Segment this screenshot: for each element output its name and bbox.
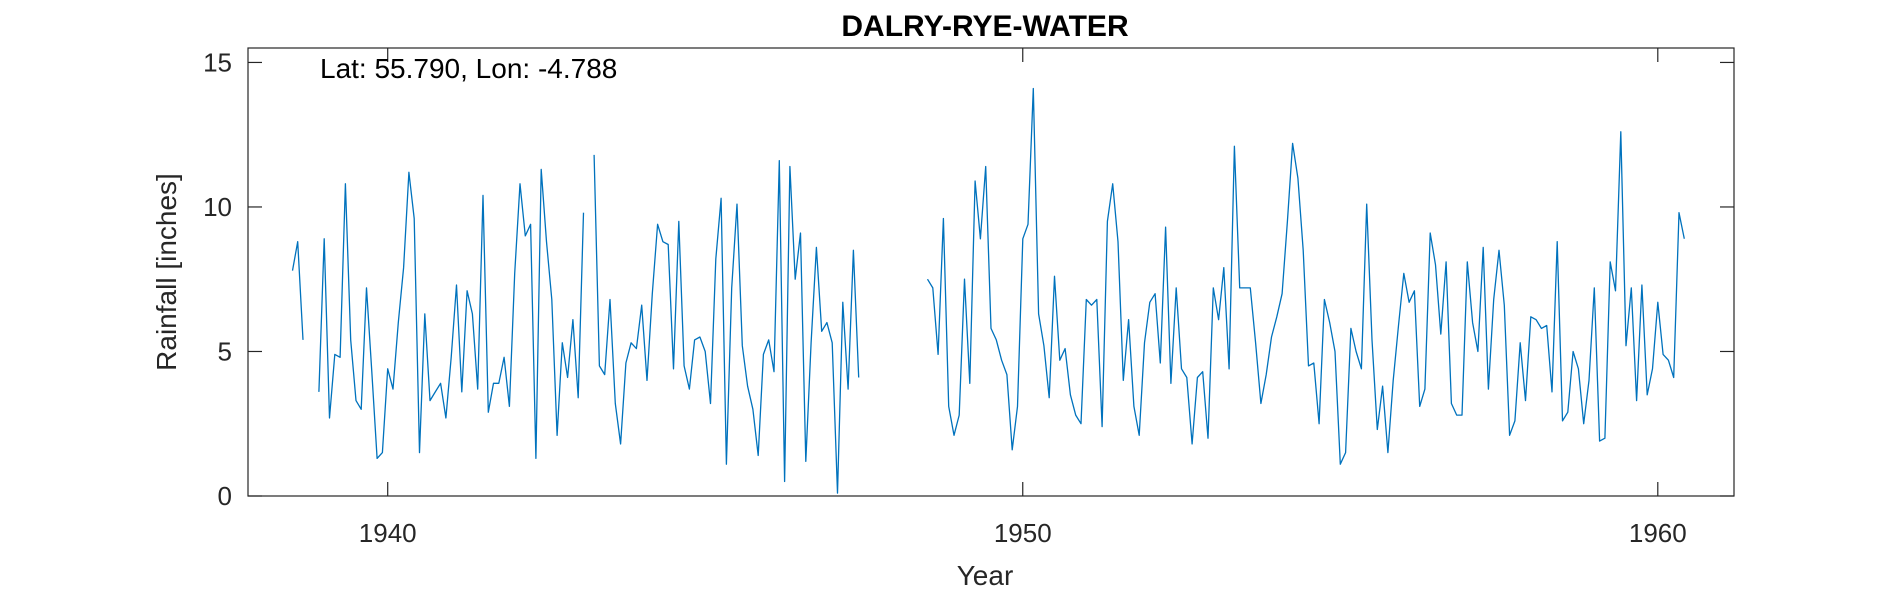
y-tick-label: 10 bbox=[203, 192, 232, 222]
y-tick-label: 5 bbox=[218, 336, 232, 366]
y-tick-label: 0 bbox=[218, 481, 232, 511]
plot-area-box bbox=[247, 47, 1735, 497]
x-axis-title: Year bbox=[957, 560, 1014, 591]
chart-title: DALRY-RYE-WATER bbox=[841, 10, 1129, 43]
rainfall-series-line-2 bbox=[926, 87, 1685, 465]
y-tick-label: 15 bbox=[203, 47, 232, 77]
series-layer bbox=[291, 87, 1685, 494]
x-tick-label: 1940 bbox=[359, 518, 417, 548]
x-tick-label: 1960 bbox=[1629, 518, 1687, 548]
y-axis: 0 5 10 15 bbox=[203, 47, 1734, 511]
location-annotation: Lat: 55.790, Lon: -4.788 bbox=[320, 53, 617, 84]
rainfall-series-line-1 bbox=[291, 154, 860, 494]
x-axis: 1940 1950 1960 bbox=[359, 48, 1687, 548]
y-axis-title: Rainfall [inches] bbox=[151, 173, 182, 371]
x-tick-label: 1950 bbox=[994, 518, 1052, 548]
